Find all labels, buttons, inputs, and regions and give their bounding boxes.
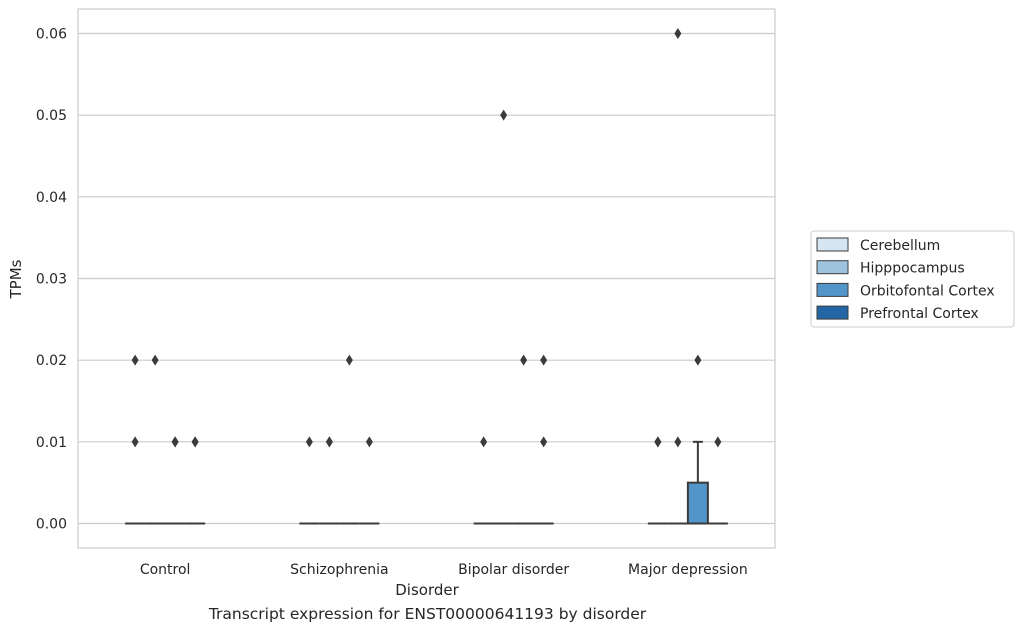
legend-label: Orbitofontal Cortex xyxy=(860,283,995,299)
x-tick-labels: Control Schizophrenia Bipolar disorder Majo… xyxy=(140,562,748,578)
x-axis-label: Disorder xyxy=(395,581,459,599)
outlier-point xyxy=(305,436,313,448)
outlier-point xyxy=(480,436,488,448)
figure-caption: Transcript expression for ENST0000064119… xyxy=(208,605,647,623)
legend-swatch xyxy=(816,237,849,252)
x-tick-label: Major depression xyxy=(628,562,748,578)
y-tick-label: 0.06 xyxy=(36,27,67,43)
box-plot-marks xyxy=(125,28,728,525)
y-tick-label: 0.05 xyxy=(36,108,67,124)
y-tick-label: 0.00 xyxy=(36,517,67,533)
legend-swatch xyxy=(816,305,849,320)
legend-label: Prefrontal Cortex xyxy=(860,306,979,322)
outlier-point xyxy=(654,436,662,448)
legend: Cerebellum Hipppocampus Orbitofontal Corte… xyxy=(810,230,1015,328)
outlier-point xyxy=(540,354,548,366)
x-tick-label: Control xyxy=(140,562,191,578)
legend-swatch xyxy=(816,282,849,297)
outlier-point xyxy=(171,436,179,448)
outlier-point xyxy=(500,109,508,121)
box xyxy=(686,481,709,525)
x-tick-label: Schizophrenia xyxy=(290,562,388,578)
outlier-point xyxy=(131,436,139,448)
plot-frame xyxy=(77,8,776,549)
y-tick-label: 0.03 xyxy=(36,272,67,288)
y-axis-label: TPMs xyxy=(7,259,25,299)
outlier-point xyxy=(694,354,702,366)
outlier-point xyxy=(325,436,333,448)
outlier-point xyxy=(191,436,199,448)
outlier-point xyxy=(714,436,722,448)
outlier-point xyxy=(674,28,682,39)
outlier-point xyxy=(520,354,528,366)
outlier-point xyxy=(365,436,373,448)
y-tick-labels: 0.00 0.01 0.02 0.03 0.04 0.05 0.06 xyxy=(36,27,67,533)
y-tick-label: 0.02 xyxy=(36,353,67,369)
outlier-point xyxy=(131,354,139,366)
outlier-point xyxy=(345,354,353,366)
outlier-point xyxy=(674,436,682,448)
outlier-point xyxy=(540,436,548,448)
x-tick-label: Bipolar disorder xyxy=(458,562,569,578)
y-tick-label: 0.01 xyxy=(36,435,67,451)
legend-label: Hipppocampus xyxy=(860,261,965,277)
legend-swatch xyxy=(816,260,849,275)
outlier-point xyxy=(151,354,159,366)
y-tick-label: 0.04 xyxy=(36,190,67,206)
legend-frame xyxy=(810,230,1015,328)
legend-label: Cerebellum xyxy=(860,238,940,254)
